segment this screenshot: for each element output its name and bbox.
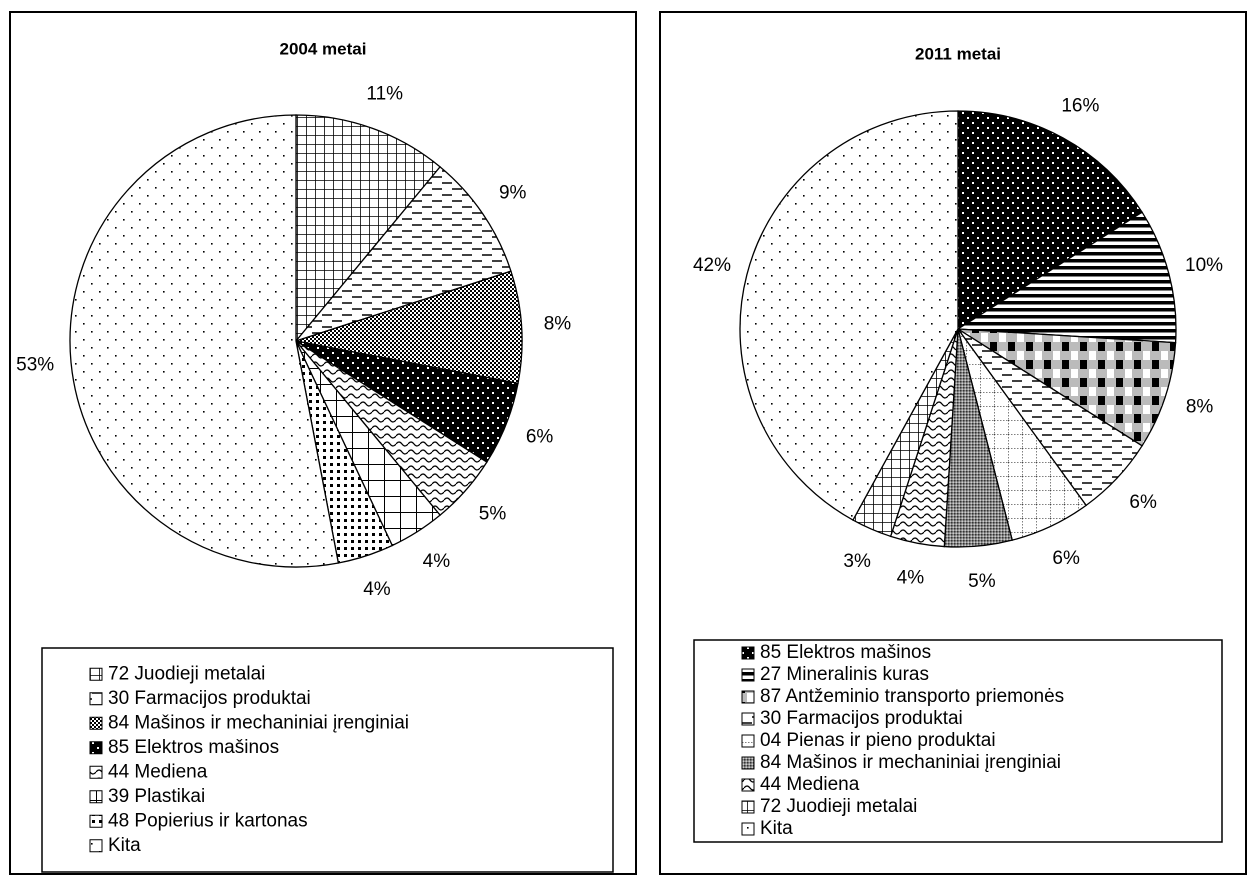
data-label: 16% bbox=[1061, 95, 1099, 116]
data-label: 5% bbox=[968, 571, 996, 592]
legend-marker bbox=[741, 800, 755, 814]
legend-label: 85 Elektros mašinos bbox=[760, 642, 931, 663]
chart-frame bbox=[659, 11, 1247, 875]
data-label: 8% bbox=[544, 314, 572, 335]
legend-marker bbox=[89, 765, 103, 779]
legend-label: 30 Farmacijos produktai bbox=[760, 708, 963, 729]
legend-marker bbox=[89, 790, 103, 804]
pie-slice bbox=[295, 114, 441, 343]
legend-label: 04 Pienas ir pieno produktai bbox=[760, 730, 996, 751]
legend-label: 87 Antžeminio transporto priemonės bbox=[760, 686, 1064, 707]
pie-slice bbox=[955, 211, 1177, 344]
data-label: 11% bbox=[366, 84, 403, 105]
chart-title: 2004 metai bbox=[280, 39, 367, 58]
legend-label: 72 Juodieji metalai bbox=[760, 796, 917, 817]
pie-slice bbox=[294, 165, 512, 343]
legend-label: 44 Mediena bbox=[760, 774, 860, 795]
pie-slice bbox=[957, 328, 1177, 447]
legend-label: 44 Mediena bbox=[108, 761, 208, 782]
data-label: 5% bbox=[479, 503, 507, 524]
pie-slice bbox=[957, 110, 1143, 331]
legend-marker bbox=[741, 712, 755, 726]
legend-box bbox=[693, 639, 1223, 843]
legend-label: 48 Popierius ir kartonas bbox=[108, 810, 308, 831]
data-label: 4% bbox=[897, 568, 925, 589]
legend-label: Kita bbox=[108, 835, 141, 856]
data-label: 53% bbox=[16, 355, 54, 376]
legend-label: 84 Mašinos ir mechaniniai įrenginiai bbox=[108, 712, 409, 733]
pie-slice bbox=[295, 270, 523, 385]
pie-slice bbox=[69, 114, 340, 568]
legend-marker bbox=[741, 646, 755, 660]
legend-label: 85 Elektros mašinos bbox=[108, 737, 279, 758]
data-label: 3% bbox=[843, 551, 871, 572]
legend-label: 39 Plastikai bbox=[108, 786, 205, 807]
chart-title: 2011 metai bbox=[915, 44, 1001, 63]
legend-marker bbox=[89, 741, 103, 755]
legend-label: 27 Mineralinis kuras bbox=[760, 664, 929, 685]
data-label: 8% bbox=[1186, 397, 1214, 418]
data-label: 9% bbox=[499, 183, 527, 204]
legend-label: 30 Farmacijos produktai bbox=[108, 688, 311, 709]
data-label: 6% bbox=[1129, 492, 1157, 513]
legend-marker bbox=[89, 814, 103, 828]
data-label: 4% bbox=[363, 579, 391, 600]
legend-marker bbox=[741, 756, 755, 770]
legend-marker bbox=[741, 734, 755, 748]
legend-marker bbox=[89, 692, 103, 706]
legend-marker bbox=[89, 716, 103, 730]
legend-marker bbox=[741, 778, 755, 792]
data-label: 6% bbox=[1052, 548, 1080, 569]
legend-label: 72 Juodieji metalai bbox=[108, 663, 265, 684]
legend-marker bbox=[741, 822, 755, 836]
legend-marker bbox=[741, 668, 755, 682]
legend-marker bbox=[89, 667, 103, 681]
legend-box bbox=[41, 647, 614, 873]
data-label: 10% bbox=[1185, 255, 1223, 276]
data-label: 4% bbox=[423, 551, 451, 572]
legend-marker bbox=[89, 839, 103, 853]
data-label: 6% bbox=[526, 426, 554, 447]
legend-label: 84 Mašinos ir mechaniniai įrenginiai bbox=[760, 752, 1061, 773]
legend-label: Kita bbox=[760, 818, 793, 839]
pie-slice bbox=[739, 110, 959, 521]
legend-marker bbox=[741, 690, 755, 704]
chart-frame bbox=[9, 11, 637, 875]
data-label: 42% bbox=[693, 255, 731, 276]
